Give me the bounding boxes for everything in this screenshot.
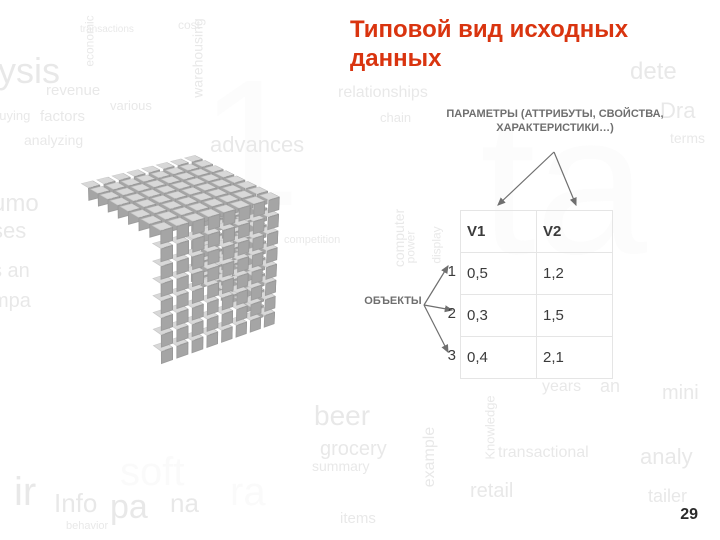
row-index: 3 <box>444 347 456 364</box>
cell: 1,5 <box>537 295 613 337</box>
page-number: 29 <box>680 506 698 524</box>
col-header-v2: V2 <box>537 211 613 253</box>
data-table: V1 V2 0,5 1,2 0,3 1,5 0,4 2,1 <box>460 210 613 379</box>
page-title: Типовой вид исходных данных <box>350 16 700 74</box>
cell: 0,3 <box>461 295 537 337</box>
table-header-row: V1 V2 <box>461 211 613 253</box>
cell: 2,1 <box>537 337 613 379</box>
table-row: 0,5 1,2 <box>461 253 613 295</box>
cell: 0,4 <box>461 337 537 379</box>
objects-label: ОБЪЕКТЫ <box>358 295 428 309</box>
row-index: 2 <box>444 305 456 322</box>
cell: 0,5 <box>461 253 537 295</box>
data-cube <box>28 105 318 395</box>
slide: Типовой вид исходных данных ПАРАМЕТРЫ (А… <box>0 0 720 540</box>
table-row: 0,3 1,5 <box>461 295 613 337</box>
parameters-label: ПАРАМЕТРЫ (АТТРИБУТЫ, СВОЙСТВА, ХАРАКТЕР… <box>440 108 670 136</box>
row-index: 1 <box>444 263 456 280</box>
cell: 1,2 <box>537 253 613 295</box>
col-header-v1: V1 <box>461 211 537 253</box>
table-row: 0,4 2,1 <box>461 337 613 379</box>
